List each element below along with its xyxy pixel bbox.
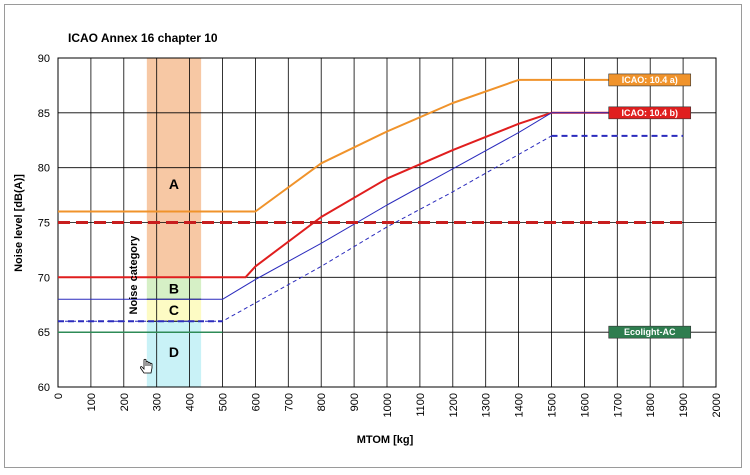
y-tick-label: 80 [38, 163, 50, 175]
x-tick-label: 1400 [514, 393, 526, 417]
category-label-b: B [169, 280, 179, 296]
x-tick-label: 1900 [678, 393, 690, 417]
y-tick-label: 75 [38, 218, 50, 230]
series-line-2 [58, 112, 684, 300]
x-tick-label: 400 [185, 393, 197, 411]
x-tick-label: 1100 [415, 393, 427, 417]
hand-cursor-icon [139, 358, 153, 374]
x-tick-label: 100 [86, 393, 98, 411]
x-tick-label: 200 [119, 393, 131, 411]
category-label-c: C [169, 302, 179, 318]
x-tick-label: 1500 [547, 393, 559, 417]
x-tick-label: 300 [152, 393, 164, 411]
x-tick-label: 900 [349, 393, 361, 411]
y-tick-labels: 60 65 70 75 80 85 90 [38, 53, 50, 394]
x-tick-label: 1200 [448, 393, 460, 417]
x-tick-label: 1600 [579, 393, 591, 417]
series-line-0 [58, 78, 684, 213]
legend-badge-text: ICAO: 10.4 b) [621, 108, 678, 118]
series-lines [58, 78, 684, 333]
x-tick-label: 0 [53, 393, 65, 399]
x-tick-labels: 0 100 200 300 400 500 600 700 800 900 1000 1100 1200… [53, 393, 723, 417]
x-tick-label: 1800 [645, 393, 657, 417]
y-tick-label: 90 [38, 53, 50, 65]
x-tick-label: 700 [283, 393, 295, 411]
legend-badge-box [608, 106, 692, 120]
y-tick-label: 60 [38, 382, 50, 394]
x-tick-label: 1700 [612, 393, 624, 417]
category-label-d: D [169, 344, 179, 360]
x-tick-label: 1300 [481, 393, 493, 417]
x-tick-label: 800 [316, 393, 328, 411]
y-axis-title: Noise level [dB(A)] [13, 174, 25, 272]
noise-category-label: Noise category [128, 235, 140, 315]
x-axis-title: MTOM [kg] [357, 434, 414, 446]
x-tick-label: 1000 [382, 393, 394, 417]
category-labels: A BC D [169, 176, 179, 360]
legend-badge-text: ICAO: 10.4 a) [622, 75, 678, 85]
chart-title: ICAO Annex 16 chapter 10 [68, 31, 218, 45]
category-band-c [146, 299, 202, 322]
y-tick-label: 65 [38, 327, 50, 339]
y-tick-label: 70 [38, 272, 50, 284]
category-label-a: A [169, 176, 179, 192]
legend-badge-box [608, 325, 692, 339]
series-line-1 [58, 111, 684, 279]
x-tick-label: 600 [250, 393, 262, 411]
x-tick-label: 2000 [711, 393, 723, 417]
legend-badge-box [608, 73, 692, 87]
legend-badges: ICAO: 10.4 a) ICAO: 10.4 b) Ecolight-AC [608, 73, 692, 339]
category-band-b [146, 277, 202, 300]
x-tick-label: 500 [218, 393, 230, 411]
y-tick-label: 85 [38, 108, 50, 120]
legend-badge-text: Ecolight-AC [624, 327, 676, 337]
